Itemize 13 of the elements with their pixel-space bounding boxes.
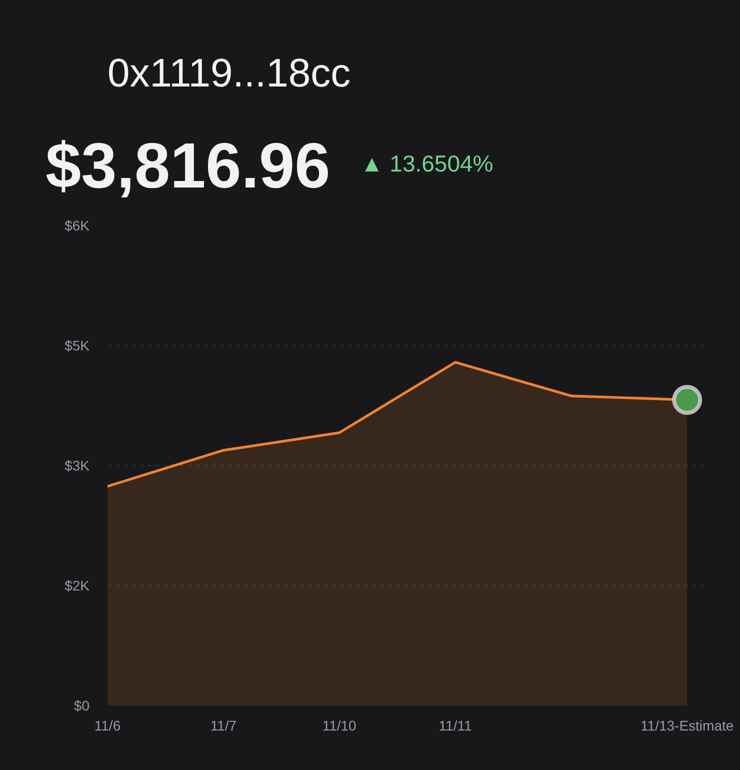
y-tick-label: $3K [64, 458, 90, 474]
text: ▲ 13.6504% [360, 150, 494, 176]
y-tick-label: $2K [64, 578, 90, 594]
x-tick-label: 11/11 [438, 718, 472, 734]
x-tick-label: 11/6 [94, 718, 121, 734]
y-tick-label: $5K [64, 338, 90, 354]
x-tick-label: 11/7 [210, 718, 237, 734]
y-tick-label: $0 [74, 698, 90, 714]
x-tick-label: 11/13-Estimate [640, 718, 734, 734]
x-tick-label: 11/10 [322, 718, 357, 734]
y-tick-label: $6K [64, 218, 90, 234]
chart-title: 0x1119...18cc [108, 52, 351, 96]
chart-subtitle: $3,816.96 [46, 130, 330, 202]
